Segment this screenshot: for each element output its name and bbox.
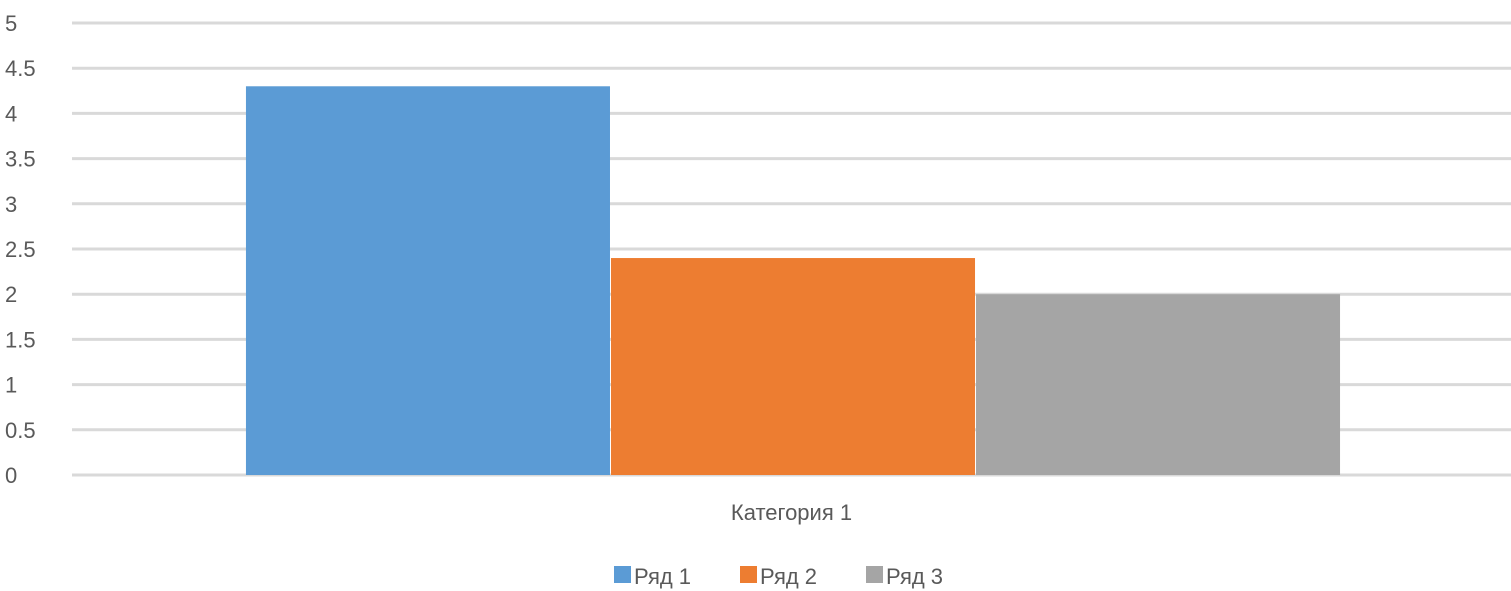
bars (245, 86, 1341, 475)
y-tick-label: 5 (5, 11, 17, 36)
legend-swatch (866, 566, 883, 583)
legend-label: Ряд 3 (886, 564, 943, 589)
legend-swatch (614, 566, 631, 583)
legend-label: Ряд 2 (760, 564, 817, 589)
bar-series-2 (610, 258, 976, 475)
y-axis-tick-labels: 0 0.5 1 1.5 2 2.5 3 3.5 4 4.5 5 (5, 11, 36, 488)
y-tick-label: 3.5 (5, 147, 36, 172)
y-tick-label: 2 (5, 282, 17, 307)
y-tick-label: 2.5 (5, 237, 36, 262)
y-tick-label: 1.5 (5, 327, 36, 352)
y-tick-label: 0.5 (5, 418, 36, 443)
y-tick-label: 3 (5, 192, 17, 217)
legend-label: Ряд 1 (634, 564, 691, 589)
x-axis-category-labels: Категория 1 (731, 500, 852, 525)
y-tick-label: 4 (5, 101, 17, 126)
x-category-label: Категория 1 (731, 500, 852, 525)
y-tick-label: 4.5 (5, 56, 36, 81)
bar-series-3 (976, 294, 1341, 475)
y-tick-label: 0 (5, 463, 17, 488)
y-tick-label: 1 (5, 373, 17, 398)
legend: Ряд 1 Ряд 2 Ряд 3 (614, 564, 943, 589)
legend-swatch (740, 566, 757, 583)
bar-series-1 (245, 86, 610, 475)
